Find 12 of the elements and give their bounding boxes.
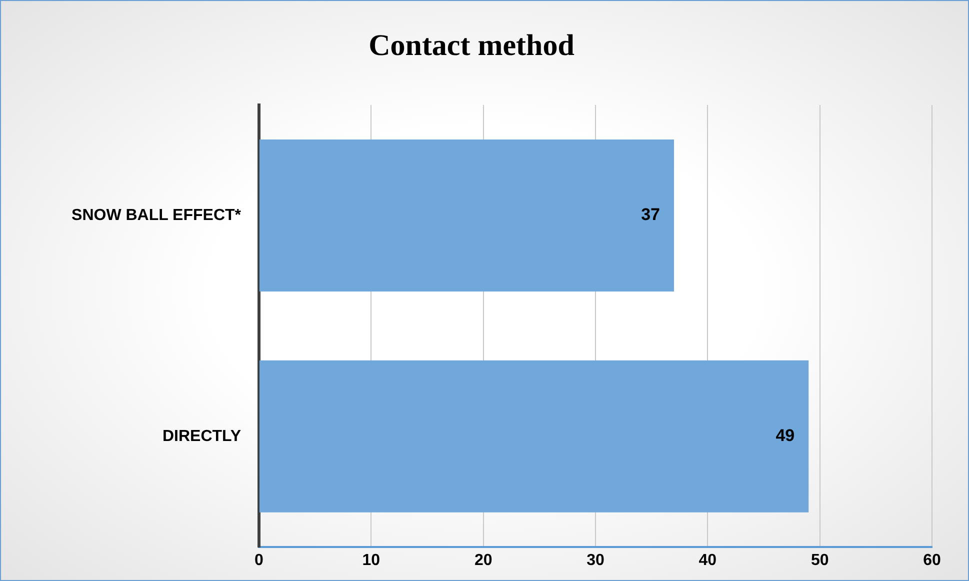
x-tick-label: 30	[586, 552, 604, 569]
y-tick-label: DIRECTLY	[162, 428, 242, 445]
x-tick-label: 60	[923, 552, 941, 569]
x-tick-label: 40	[698, 552, 717, 569]
data-label: 37	[641, 205, 660, 224]
x-tick-label: 50	[810, 552, 829, 569]
chart-title: Contact method	[368, 28, 575, 62]
data-label: 49	[776, 426, 795, 446]
x-tick-label: 10	[362, 552, 380, 569]
x-tick-label: 0	[254, 552, 264, 569]
y-tick-label: SNOW BALL EFFECT*	[72, 206, 242, 224]
x-tick-label: 20	[474, 552, 492, 569]
